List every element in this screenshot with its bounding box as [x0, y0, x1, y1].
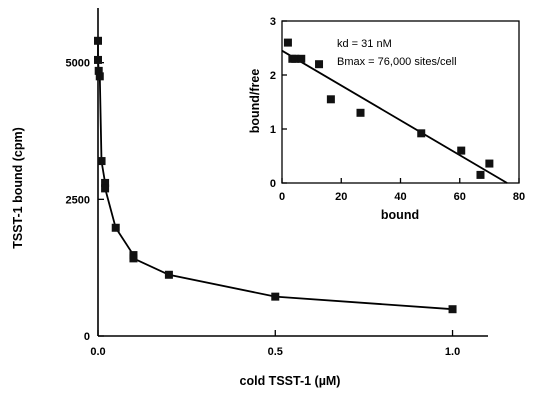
inset-series-points — [283, 38, 494, 179]
inset-data-point — [283, 38, 292, 47]
inset-data-point — [457, 146, 466, 155]
inset-x-tick-label: 80 — [513, 191, 525, 203]
inset-data-point — [315, 60, 324, 69]
inset-y-tick-label: 3 — [270, 16, 276, 28]
main-y-tick-label: 5000 — [66, 58, 90, 70]
main-ticks: 0.0 0.5 1.0 0 2500 5000 — [66, 58, 461, 358]
inset-x-tick-label: 0 — [279, 191, 285, 203]
main-x-tick-label: 0.5 — [268, 346, 283, 358]
main-data-point — [95, 72, 104, 81]
main-data-point — [164, 270, 173, 279]
inset-data-point — [417, 129, 426, 138]
main-data-point — [94, 66, 103, 75]
inset-x-tick-label: 40 — [394, 191, 406, 203]
main-x-tick-label: 1.0 — [445, 346, 460, 358]
inset-data-point — [297, 54, 306, 63]
main-y-tick-label: 2500 — [66, 194, 90, 206]
inset-data-point — [356, 108, 365, 117]
inset-plot: 0 20 40 60 80 0 1 2 3 kd = 31 nM Bmax = 76,000 s… — [248, 16, 525, 222]
inset-y-axis-title: bound/free — [248, 69, 262, 134]
main-data-point — [94, 55, 102, 64]
inset-fit-line — [281, 49, 508, 184]
main-data-point — [101, 178, 110, 187]
main-series-points — [94, 36, 457, 314]
inset-data-point — [291, 54, 300, 63]
main-x-axis-title: cold TSST-1 (µM) — [240, 374, 341, 388]
inset-annotation-bmax: Bmax = 76,000 sites/cell — [337, 56, 457, 68]
main-data-point — [111, 223, 120, 232]
main-y-axis-title: TSST-1 bound (cpm) — [11, 127, 25, 249]
main-y-tick-label: 0 — [84, 331, 90, 343]
inset-data-point — [326, 95, 335, 104]
inset-ticks: 0 20 40 60 80 0 1 2 3 — [270, 16, 525, 203]
main-data-point — [129, 254, 138, 263]
inset-x-tick-label: 20 — [335, 191, 347, 203]
inset-annotation-kd: kd = 31 nM — [337, 38, 392, 50]
main-data-point — [271, 292, 280, 301]
main-x-tick-label: 0.0 — [90, 346, 105, 358]
inset-y-tick-label: 2 — [270, 70, 276, 82]
main-data-point — [448, 305, 457, 314]
main-data-point — [94, 36, 102, 45]
inset-data-point — [476, 170, 485, 179]
inset-data-point — [485, 159, 494, 168]
main-plot: 0.0 0.5 1.0 0 2500 5000 cold TSST-1 (µM) TSST… — [11, 8, 488, 388]
inset-frame — [281, 20, 520, 184]
inset-y-tick-label: 1 — [270, 124, 276, 136]
main-data-point — [97, 157, 106, 166]
inset-x-axis-title: bound — [381, 208, 419, 222]
inset-x-tick-label: 60 — [454, 191, 466, 203]
inset-y-tick-label: 0 — [270, 178, 276, 190]
main-data-point — [101, 184, 110, 193]
